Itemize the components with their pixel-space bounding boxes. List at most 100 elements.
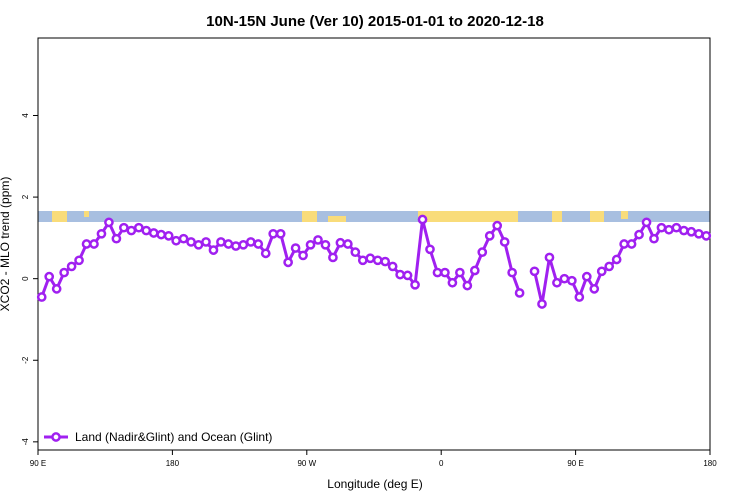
data-point [156,229,167,240]
data-point [343,239,353,249]
data-point [104,217,114,228]
data-point [111,233,122,244]
data-point [133,222,144,233]
data-point [671,222,682,233]
map-strip [38,211,710,222]
data-point [193,239,204,250]
data-point [507,267,517,278]
x-tick-label: 90 E [30,459,46,468]
data-point [552,277,562,288]
data-point [148,228,159,238]
data-point [51,284,62,294]
y-tick-label: -4 [21,438,30,446]
data-point [410,279,420,290]
data-point [402,270,413,281]
y-tick-label: -2 [21,356,30,364]
data-point [679,225,689,236]
data-point [701,230,712,241]
data-point [141,225,152,236]
x-tick-label: 90 E [567,459,583,468]
data-point [596,266,607,277]
data-point [664,224,674,235]
data-point [544,252,555,263]
data-point [231,241,241,251]
data-point [492,220,503,231]
data-point [656,222,667,233]
data-point [171,235,181,246]
data-point [626,239,637,249]
y-tick-label: 2 [21,194,30,199]
data-point [484,230,495,241]
data-point [253,239,264,249]
data-point [440,267,450,278]
data-point [96,228,107,239]
data-point [357,255,368,266]
data-point [634,229,644,240]
data-point [432,267,443,278]
data-point [380,256,391,267]
data-point [208,245,219,255]
data-point [119,222,129,233]
data-point [574,292,585,302]
data-point [469,265,480,276]
data-point [611,254,622,265]
data-point [66,261,77,272]
data-point [44,271,55,282]
data-point [604,261,615,272]
data-point [529,266,540,277]
data-point [59,267,69,278]
data-point [275,228,286,239]
data-point [455,267,465,278]
chart-title: 10N-15N June (Ver 10) 2015-01-01 to 2020… [206,13,544,30]
data-point [567,275,577,286]
legend-marker [51,432,61,442]
data-point [589,284,600,294]
data-point [335,237,346,248]
data-point [36,292,47,302]
data-point [693,228,704,239]
data-point [477,247,488,258]
data-point [126,225,137,236]
data-point [372,255,383,266]
x-tick-label: 90 W [297,459,316,468]
data-point [619,239,629,249]
data-point [74,255,84,266]
data-point [260,248,271,259]
data-point [320,239,331,250]
y-tick-label: 0 [21,276,30,281]
data-point [499,237,510,247]
data-point [641,217,652,228]
data-point [216,237,226,247]
data-point [245,237,256,247]
data-point [559,273,570,284]
data-point [283,257,293,268]
data-point [81,239,92,249]
data-point [686,226,697,237]
data-point [178,233,189,244]
data-point [350,247,361,258]
data-point [313,235,323,245]
data-point [417,214,428,225]
data-point [163,230,174,241]
data-point [425,244,435,255]
data-point [305,239,316,250]
y-tick-label: 4 [21,113,30,118]
data-point [537,299,547,309]
data-point [238,239,249,250]
data-point [387,261,398,272]
data-point [581,271,592,282]
data-point [298,250,308,261]
data-point [649,233,659,244]
plot-frame [37,37,711,451]
x-tick-label: 180 [166,459,180,468]
data-point [89,239,99,249]
data-point [328,252,338,263]
data-point [462,280,473,291]
data-point [268,228,279,239]
data-point [395,269,405,280]
x-tick-label: 0 [439,459,444,468]
x-axis-label: Longitude (deg E) [327,477,422,491]
data-point [201,237,211,247]
data-point [514,288,525,298]
